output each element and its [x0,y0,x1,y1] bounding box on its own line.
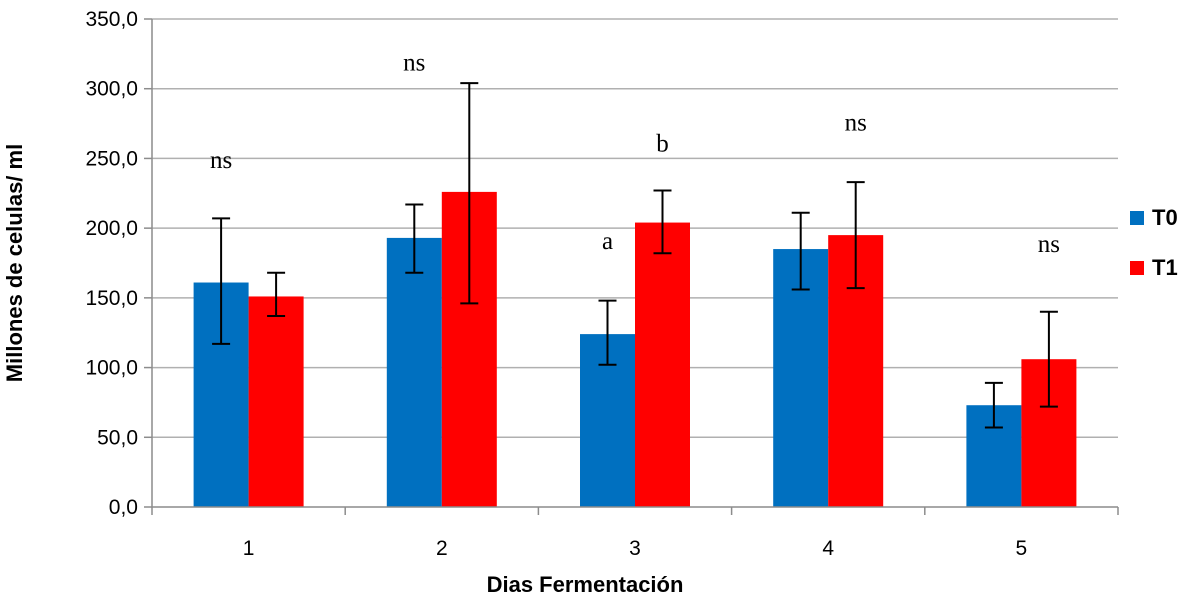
bar-t0 [386,237,442,507]
y-tick-label: 100,0 [85,357,138,380]
y-tick-label: 0,0 [109,496,138,519]
error-bar [267,271,286,317]
error-bar [984,381,1003,429]
significance-label: ns [1038,231,1060,258]
legend-swatch [1130,261,1144,275]
axes [144,18,1119,515]
y-tick-label: 50,0 [97,426,138,449]
error-bar [791,211,810,291]
y-tick-labels: 0,0 50,0 100,0 150,0 200,0 250,0 300,0 350,0 [85,8,138,519]
significance-label: a [602,228,613,255]
x-tick-label: 3 [629,537,641,560]
legend-swatch [1130,211,1144,225]
x-tick-label: 1 [243,537,255,560]
bar-t0 [773,249,829,508]
legend-label: T1 [1152,255,1178,280]
significance-label: ns [845,110,867,137]
y-tick-label: 350,0 [85,8,138,31]
error-bar [598,299,617,366]
y-tick-label: 250,0 [85,147,138,170]
bar-t1 [635,222,690,507]
bar-t1 [248,296,304,507]
significance-label: b [656,130,669,157]
y-tick-label: 200,0 [85,217,138,240]
error-bar [212,217,231,345]
legend: T0 T1 [1130,205,1178,280]
legend-label: T0 [1152,205,1178,230]
error-bars [212,82,1058,429]
y-axis-title: Millones de celulas/ ml [2,144,27,382]
significance-label: ns [403,50,425,77]
x-tick-label: 5 [1016,537,1028,560]
y-tick-label: 300,0 [85,78,138,101]
x-tick-label: 2 [436,537,448,560]
x-tick-label: 4 [822,537,834,560]
significance-label: ns [210,147,232,174]
bars [193,191,1077,508]
annotations: ns ns a b ns ns [210,50,1060,258]
error-bar [1039,310,1058,408]
error-bar [653,189,672,255]
error-bar [846,181,865,290]
error-bar [460,82,479,305]
error-bar [405,203,424,274]
x-axis-title: Dias Fermentación [487,572,684,597]
y-tick-label: 150,0 [85,287,138,310]
x-tick-labels: 1 2 3 4 5 [243,537,1027,560]
